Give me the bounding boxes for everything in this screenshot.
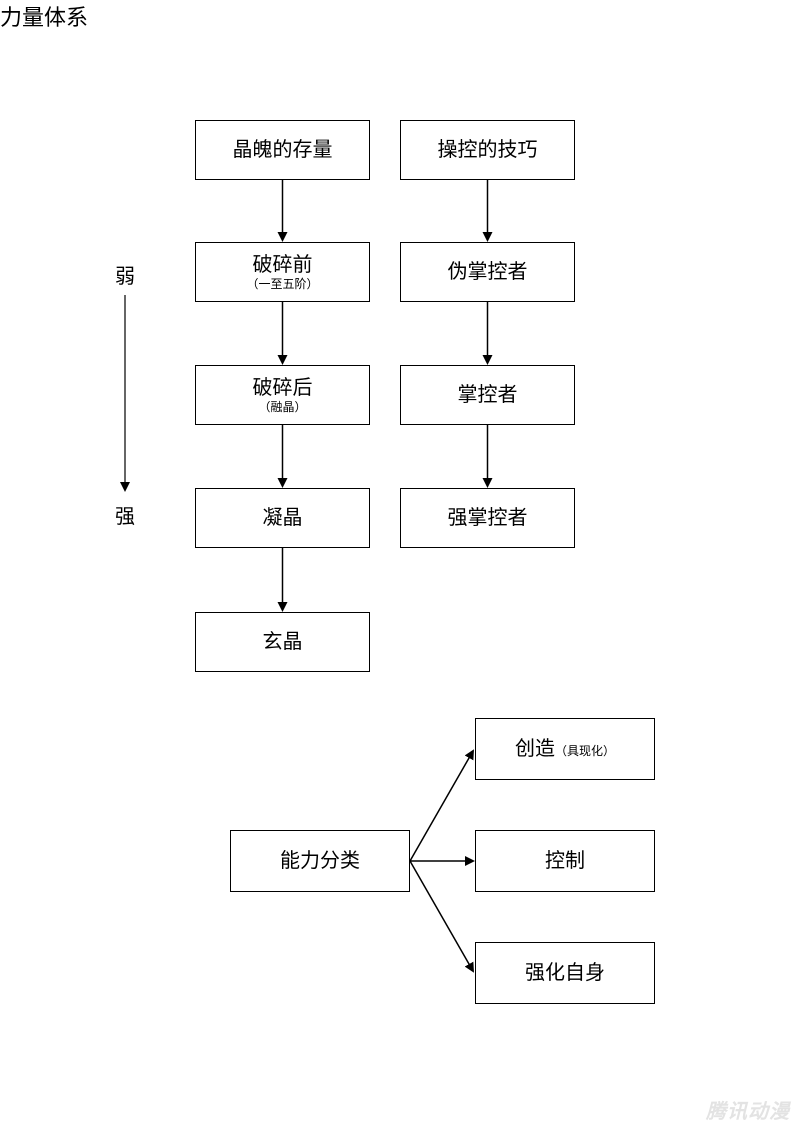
left-header-label: 晶魄的存量 xyxy=(233,138,333,162)
right-node-3-main: 强掌控者 xyxy=(448,506,528,530)
left-node-1-main: 破碎前 xyxy=(253,253,313,277)
left-node-1-sub: （一至五阶） xyxy=(246,277,318,291)
left-node-3-main: 凝晶 xyxy=(263,506,303,530)
left-node-4: 玄晶 xyxy=(195,612,370,672)
ability-root-label: 能力分类 xyxy=(280,849,360,873)
ability-branch-2-main: 控制 xyxy=(545,849,585,873)
left-header-box: 晶魄的存量 xyxy=(195,120,370,180)
left-node-1: 破碎前 （一至五阶） xyxy=(195,242,370,302)
right-node-1-main: 伪掌控者 xyxy=(448,260,528,284)
left-node-3: 凝晶 xyxy=(195,488,370,548)
ability-root-box: 能力分类 xyxy=(230,830,410,892)
ability-branch-2: 控制 xyxy=(475,830,655,892)
left-node-2: 破碎后 （融晶） xyxy=(195,365,370,425)
watermark: 腾讯动漫 xyxy=(706,1095,790,1124)
right-header-box: 操控的技巧 xyxy=(400,120,575,180)
ability-branch-3: 强化自身 xyxy=(475,942,655,1004)
ability-branch-1: 创造（具现化） xyxy=(475,718,655,780)
ability-branch-1-main: 创造 xyxy=(515,738,555,760)
scale-weak-label: 弱 xyxy=(115,260,135,289)
right-node-3: 强掌控者 xyxy=(400,488,575,548)
scale-strong-label: 强 xyxy=(115,500,135,529)
left-node-4-main: 玄晶 xyxy=(263,630,303,654)
ability-branch-1-sub: （具现化） xyxy=(555,744,615,758)
right-node-2: 掌控者 xyxy=(400,365,575,425)
right-node-1: 伪掌控者 xyxy=(400,242,575,302)
ability-branch-3-main: 强化自身 xyxy=(525,961,605,985)
left-node-2-sub: （融晶） xyxy=(258,400,306,414)
right-node-2-main: 掌控者 xyxy=(458,383,518,407)
diagram-title: 力量体系 xyxy=(0,0,88,32)
ability-branch-1-wrap: 创造（具现化） xyxy=(515,737,615,761)
left-node-2-main: 破碎后 xyxy=(253,376,313,400)
right-header-label: 操控的技巧 xyxy=(438,138,538,162)
